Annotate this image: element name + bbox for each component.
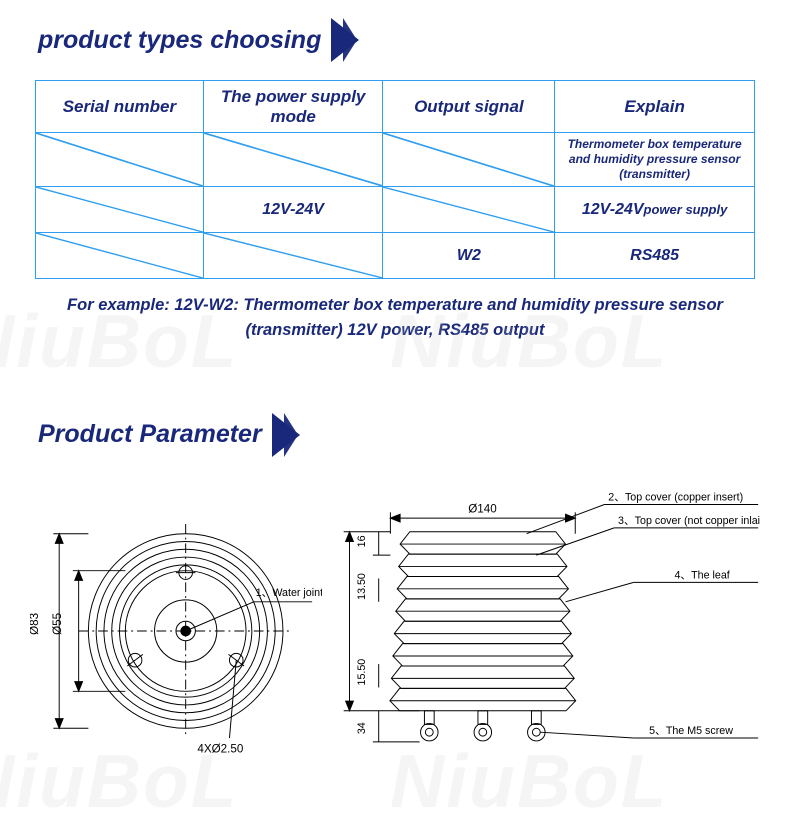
side-view-diagram: Ø140 120 16 13.50 15.50 34 bbox=[332, 481, 760, 781]
dim-1350: 13.50 bbox=[356, 573, 368, 600]
dim-d55: Ø55 bbox=[51, 612, 64, 634]
dim-width: Ø140 bbox=[468, 502, 497, 515]
ann-3: 3、Top cover (not copper inlaid) bbox=[618, 514, 760, 526]
dim-16: 16 bbox=[356, 535, 368, 547]
table-row: Thermometer box temperature and humidity… bbox=[36, 133, 755, 187]
technical-diagram: Ø83 Ø55 1、Water joint 4XØ2.50 bbox=[0, 481, 790, 781]
cell bbox=[383, 187, 555, 233]
cell-explain: RS485 bbox=[555, 233, 755, 279]
table-body: Thermometer box temperature and humidity… bbox=[36, 133, 755, 279]
product-types-table: Serial number The power supply mode Outp… bbox=[35, 80, 755, 279]
top-view-diagram: Ø83 Ø55 1、Water joint 4XØ2.50 bbox=[30, 481, 322, 781]
section-title: product types choosing bbox=[38, 26, 339, 55]
cell bbox=[203, 133, 383, 187]
label-holes: 4XØ2.50 bbox=[197, 742, 244, 755]
cell bbox=[36, 187, 204, 233]
section-title: Product Parameter bbox=[38, 420, 280, 449]
dim-34: 34 bbox=[356, 722, 368, 734]
arrow-tail-icon bbox=[284, 413, 298, 457]
table-row: W2 RS485 bbox=[36, 233, 755, 279]
cell-power: 12V-24V bbox=[203, 187, 383, 233]
cell-output: W2 bbox=[383, 233, 555, 279]
dim-1550: 15.50 bbox=[356, 658, 368, 685]
cell bbox=[36, 233, 204, 279]
col-explain: Explain bbox=[555, 81, 755, 133]
col-power: The power supply mode bbox=[203, 81, 383, 133]
section-header-parameter: Product Parameter bbox=[38, 413, 790, 457]
ann-4: 4、The leaf bbox=[674, 569, 729, 581]
col-output: Output signal bbox=[383, 81, 555, 133]
col-serial: Serial number bbox=[36, 81, 204, 133]
cell bbox=[203, 233, 383, 279]
dim-d83: Ø83 bbox=[30, 612, 41, 634]
example-note: For example: 12V-W2: Thermometer box tem… bbox=[35, 293, 755, 343]
cell bbox=[383, 133, 555, 187]
cell-explain: 12V-24Vpower supply bbox=[555, 187, 755, 233]
cell-explain: Thermometer box temperature and humidity… bbox=[555, 133, 755, 187]
dim-120: 120 bbox=[332, 606, 333, 626]
label-water-joint: 1、Water joint bbox=[256, 586, 322, 598]
ann-5: 5、The M5 screw bbox=[649, 725, 733, 737]
section-header-choosing: product types choosing bbox=[38, 18, 790, 62]
arrow-tail-icon bbox=[343, 18, 357, 62]
table-row: 12V-24V 12V-24Vpower supply bbox=[36, 187, 755, 233]
ann-2: 2、Top cover (copper insert) bbox=[608, 491, 743, 503]
cell bbox=[36, 133, 204, 187]
